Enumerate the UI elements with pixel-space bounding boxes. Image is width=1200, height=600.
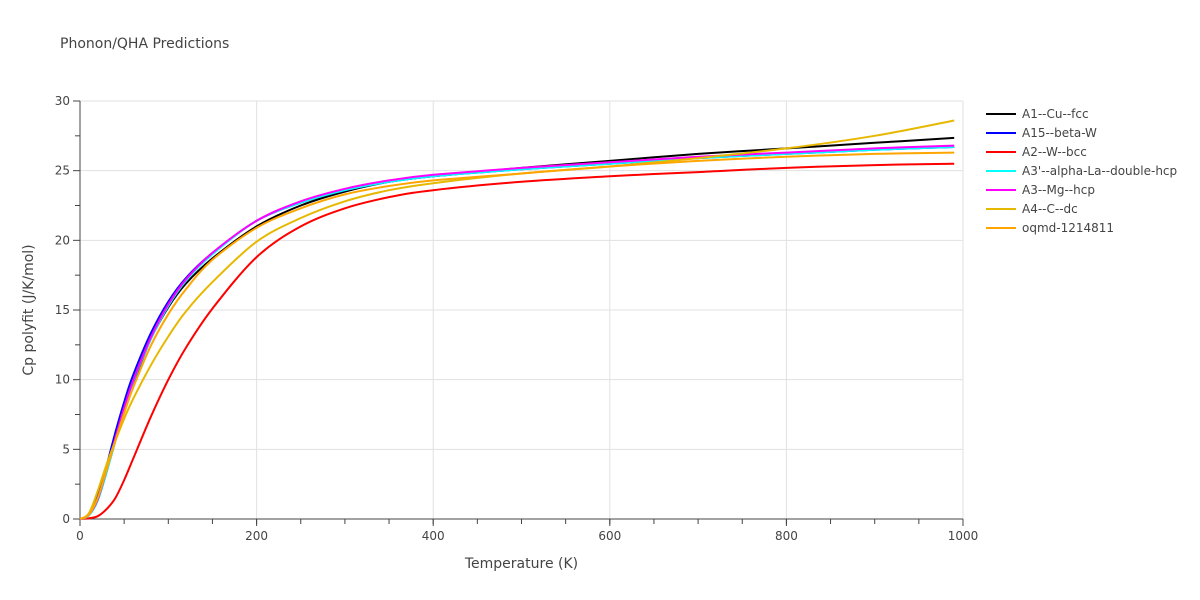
legend[interactable]: A1--Cu--fcc A15--beta-W A2--W--bcc A3'--alp…	[986, 104, 1177, 237]
series-line-a3-alpha-la-double-hcp	[79, 146, 955, 520]
y-tick-label: 20	[55, 233, 70, 247]
series-line-oqmd-1214811	[79, 151, 955, 520]
x-tick-label: 1000	[948, 529, 979, 543]
legend-label: A3'--alpha-La--double-hcp	[1022, 163, 1178, 178]
legend-label: A15--beta-W	[1022, 125, 1097, 140]
series-line-a1-cu-fcc	[79, 136, 955, 520]
legend-item[interactable]: A4--C--dc	[986, 199, 1177, 218]
legend-swatch	[986, 150, 1016, 153]
chart-title: Phonon/QHA Predictions	[60, 36, 230, 52]
series-line-a4-c-dc	[79, 119, 955, 520]
legend-swatch	[986, 112, 1016, 115]
y-tick-label: 30	[55, 94, 70, 108]
legend-item[interactable]: A1--Cu--fcc	[986, 104, 1177, 123]
x-tick-label: 400	[422, 529, 445, 543]
y-tick-label: 0	[62, 512, 70, 526]
legend-item[interactable]: oqmd-1214811	[986, 218, 1177, 237]
legend-item[interactable]: A15--beta-W	[986, 123, 1177, 142]
series-line-a15-beta-w	[79, 146, 955, 520]
legend-swatch	[986, 226, 1016, 229]
legend-label: A1--Cu--fcc	[1022, 106, 1089, 121]
legend-label: oqmd-1214811	[1022, 220, 1115, 235]
legend-swatch	[986, 169, 1016, 172]
legend-item[interactable]: A2--W--bcc	[986, 142, 1177, 161]
legend-label: A2--W--bcc	[1022, 144, 1087, 159]
legend-label: A4--C--dc	[1022, 201, 1078, 216]
y-tick-label: 15	[55, 303, 70, 317]
x-axis-label: Temperature (K)	[464, 556, 578, 572]
axes: Temperature (K) Cp polyfit (J/K/mol) 0 5 1…	[21, 94, 978, 572]
legend-swatch	[986, 131, 1016, 134]
x-tick-label: 800	[775, 529, 798, 543]
legend-swatch	[986, 188, 1016, 191]
y-axis-label: Cp polyfit (J/K/mol)	[21, 244, 37, 375]
grid-lines	[80, 100, 964, 519]
legend-swatch	[986, 207, 1016, 210]
x-tick-label: 0	[76, 529, 84, 543]
legend-label: A3--Mg--hcp	[1022, 182, 1095, 197]
y-tick-label: 25	[55, 164, 70, 178]
series-line-a3-mg-hcp	[79, 144, 955, 520]
legend-item[interactable]: A3--Mg--hcp	[986, 180, 1177, 199]
y-tick-label: 10	[55, 373, 70, 387]
series-line-a2-w-bcc	[79, 162, 955, 520]
y-tick-label: 5	[62, 442, 70, 456]
x-tick-label: 600	[598, 529, 621, 543]
series-lines	[79, 119, 955, 520]
x-tick-label: 200	[245, 529, 268, 543]
legend-item[interactable]: A3'--alpha-La--double-hcp	[986, 161, 1177, 180]
